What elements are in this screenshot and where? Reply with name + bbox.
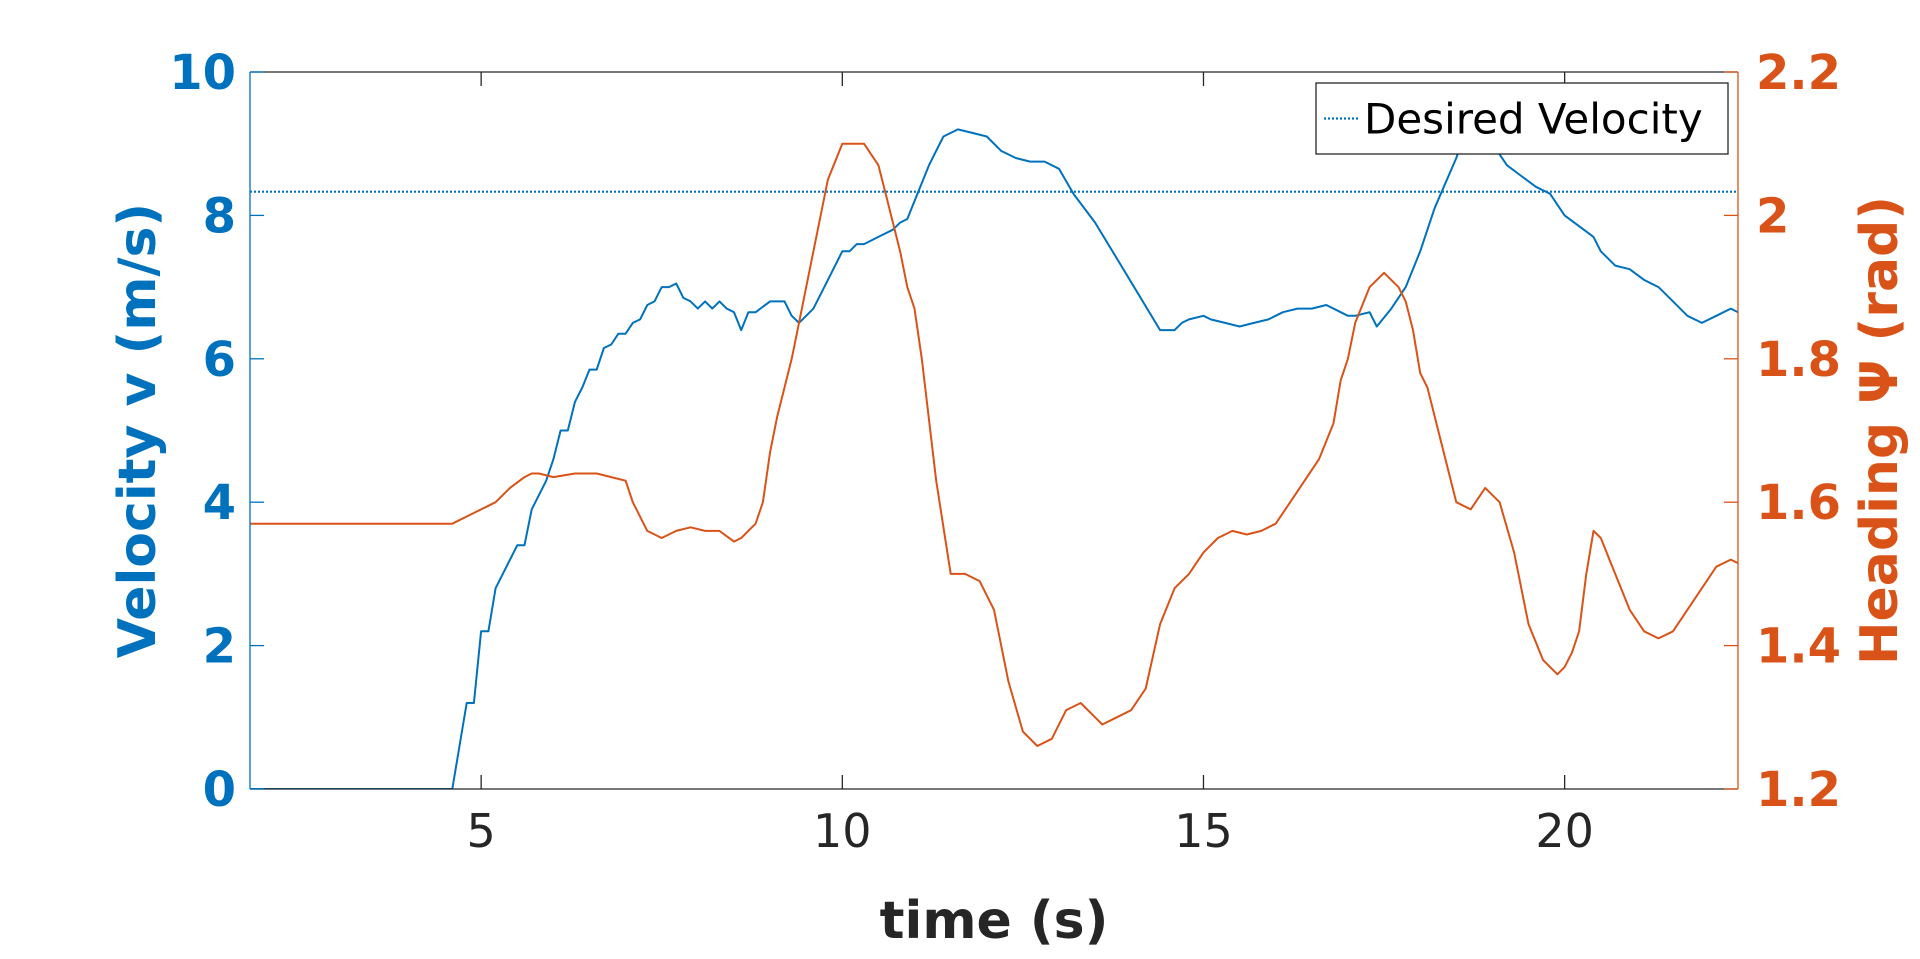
series-line-heading xyxy=(250,142,1738,747)
y-tick-label-right: 1.4 xyxy=(1756,619,1841,675)
legend-label-desired-velocity: Desired Velocity xyxy=(1364,95,1703,144)
legend-box xyxy=(1315,82,1729,155)
x-tick-label: 5 xyxy=(467,804,496,858)
y-tick-label-left: 6 xyxy=(203,332,236,388)
y-axis-title-left: Velocity v (m/s) xyxy=(108,203,168,658)
x-tick-label: 10 xyxy=(813,804,872,858)
y-tick-label-right: 2 xyxy=(1756,188,1789,244)
y-tick-label-left: 8 xyxy=(203,188,236,244)
y-tick-label-right: 1.8 xyxy=(1756,332,1841,388)
x-tick-label: 20 xyxy=(1535,804,1594,858)
y-tick-label-right: 1.2 xyxy=(1756,762,1841,818)
y-tick-label-left: 4 xyxy=(203,475,236,531)
x-tick-label: 15 xyxy=(1174,804,1233,858)
y-tick-label-right: 1.6 xyxy=(1756,475,1841,531)
y-tick-label-left: 0 xyxy=(203,762,236,818)
y-tick-label-right: 2.2 xyxy=(1756,45,1841,101)
y-axis-title-right: Heading Ψ (rad) xyxy=(1850,196,1910,665)
y-tick-label-left: 10 xyxy=(169,45,236,101)
y-tick-label-left: 2 xyxy=(203,619,236,675)
x-axis-title: time (s) xyxy=(880,891,1109,951)
plot-area xyxy=(250,72,1738,789)
